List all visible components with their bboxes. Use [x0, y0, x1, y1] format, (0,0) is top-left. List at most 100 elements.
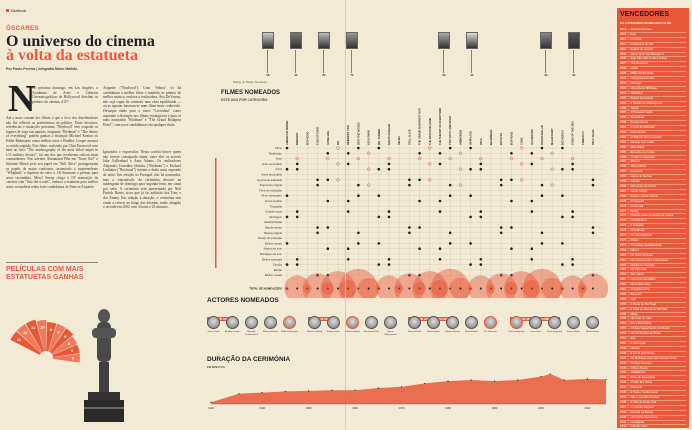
total-bubble [522, 268, 562, 298]
matrix-category-label: Música original [264, 231, 282, 235]
matrix-dot [499, 226, 503, 229]
winner-row: 2006 — Crash [620, 67, 686, 73]
poster-tick [323, 50, 324, 73]
winner-row: 1947 — Os Melhores Anos das Nossas Vidas [620, 357, 686, 362]
matrix-dot [418, 226, 421, 229]
matrix-dot [479, 258, 483, 261]
matrix-dot [561, 215, 564, 219]
matrix-dot [591, 183, 595, 187]
matrix-film-label: THE THEORY OF EVERYTHING [438, 108, 442, 145]
actor-avatar [586, 316, 599, 329]
matrix-category-label: Canção [273, 263, 283, 267]
matrix-category-label: Fotografia [270, 204, 283, 208]
duration-tick-label: 2000 [538, 406, 544, 410]
matrix-dot [499, 231, 503, 235]
winner-row: 1992 — O Silêncio dos Inocentes [620, 136, 686, 141]
duration-title: DURAÇÃO DA CERIMÓNIA [207, 356, 291, 363]
duration-point [307, 390, 310, 392]
matrix-dot [295, 215, 299, 219]
matrix-dot [571, 167, 574, 171]
actor-name: Marion Cotillard [306, 331, 323, 333]
matrix-dot [387, 215, 391, 219]
matrix-dot [530, 258, 534, 261]
total-bubble [486, 273, 517, 298]
rating-label: Rating no Rotten Tomatoes [233, 80, 267, 84]
matrix-film-label: WILD [479, 138, 483, 145]
matrix-film-label: FOXCATCHER [316, 127, 320, 145]
matrix-film-label: WHIPLASH [469, 131, 473, 145]
matrix-film-label: NIGHTCRAWLER [387, 124, 391, 145]
winner-row: 1991 — Danças com Lobos [620, 141, 686, 146]
fan-label: 11 [17, 337, 22, 342]
actor-name: Meryl Streep [586, 331, 599, 333]
matrix-dot [346, 258, 350, 261]
matrix-dot [571, 210, 574, 213]
matrix-ring [417, 156, 422, 161]
matrix-dot [438, 199, 442, 203]
total-center [377, 287, 380, 290]
fan-slice [10, 331, 46, 358]
matrix-dot [530, 247, 534, 250]
article-col1: No próximo domingo, em Los Angeles, a Ac… [32, 86, 98, 104]
matrix-category-label: Actriz [275, 167, 282, 171]
winner-row: 1968 — No Calor da Noite [620, 254, 686, 259]
actor-name: Ethan Hawke [426, 331, 440, 333]
total-bubble [394, 273, 425, 298]
total-center [520, 287, 523, 290]
fan-label: 11 [31, 325, 36, 330]
winner-row: 1944 — Casablanca [620, 371, 686, 377]
fan-label: 9 [57, 329, 60, 334]
matrix-dot [377, 215, 381, 219]
matrix-ring [336, 178, 340, 182]
film-poster [318, 32, 330, 49]
matrix-dot [418, 178, 421, 182]
matrix-dot [316, 226, 319, 229]
matrix-film-label: WILD TALES [591, 129, 595, 145]
duration-point [517, 379, 519, 381]
winner-row: 2010 — Estado de Guerra [620, 48, 686, 53]
matrix-ring [550, 167, 554, 171]
matrix-ring [326, 156, 330, 161]
winner-row: 1996 — Braveheart [620, 116, 686, 122]
matrix-dot [357, 194, 360, 197]
poster-tick [295, 50, 296, 73]
matrix-dot [510, 247, 513, 250]
matrix-dot [387, 167, 391, 171]
matrix-film-label: BIRDMAN [295, 133, 299, 145]
matrix-dot [346, 199, 350, 203]
winner-row: 1984 — Laços de Ternura [620, 175, 686, 181]
matrix-ring [479, 156, 483, 161]
matrix-dot [377, 167, 381, 171]
matrix-category-label: Filme [275, 146, 282, 150]
duration-subtitle: EM MINUTOS [207, 365, 225, 369]
matrix-film-label: THE IMITATION GAME [428, 117, 432, 145]
matrix-category-label: Banda sonora [265, 226, 282, 230]
winners-title: VENCEDORES [620, 11, 670, 18]
matrix-dot [295, 263, 299, 266]
winner-row: 2002 — Uma Mente Brilhante [620, 87, 686, 92]
film-poster [438, 32, 450, 49]
matrix-dot [316, 183, 319, 187]
matrix-ring [356, 156, 361, 161]
actor-name: Michael Keaton [262, 331, 279, 333]
matrix-dot [479, 210, 483, 213]
total-center [490, 287, 492, 290]
matrix-ring [387, 156, 391, 161]
matrix-dot [408, 226, 411, 229]
matrix-dot [510, 152, 513, 155]
matrix-category-label: Actriz secundária [261, 173, 282, 177]
actor-name: Bradley Cooper [224, 331, 241, 333]
poster-tick [351, 50, 352, 73]
matrix-dot [448, 146, 452, 150]
duration-point [261, 391, 263, 394]
total-bubble [412, 271, 448, 298]
matrix-dot [438, 162, 442, 166]
matrix-dot [346, 247, 350, 250]
matrix-ring [519, 178, 524, 182]
poster-score: 80 [322, 74, 326, 77]
matrix-dot [448, 242, 452, 245]
actor-avatar [529, 316, 542, 329]
winner-row: 1962 — West Side Story [620, 283, 686, 289]
duration-point [238, 393, 240, 395]
matrix-dot [571, 263, 574, 266]
